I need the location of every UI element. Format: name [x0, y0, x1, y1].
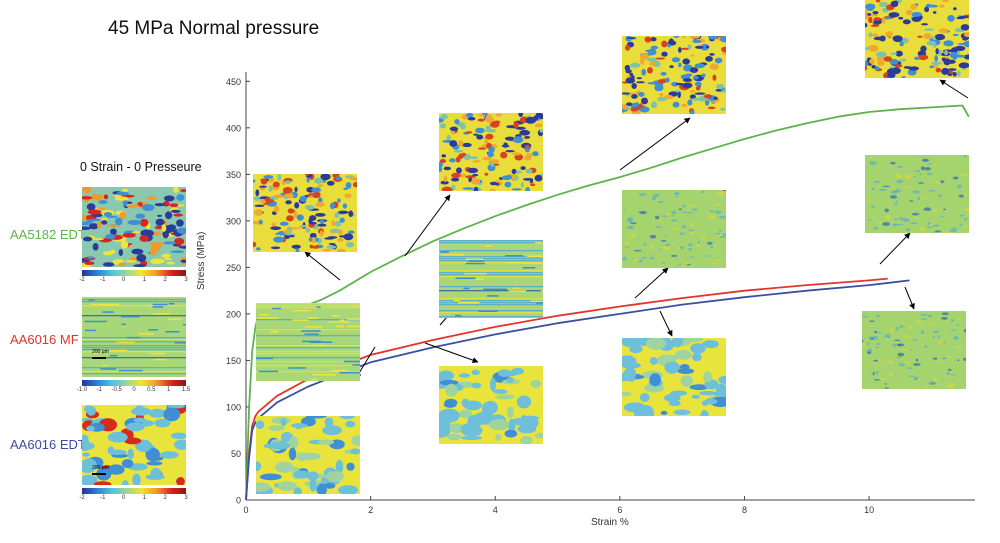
- x-tick-label: 4: [493, 505, 498, 515]
- arrow: [904, 286, 915, 310]
- x-axis-title: Strain %: [591, 517, 629, 528]
- reference-map-aa5182-edt: [82, 187, 186, 267]
- y-tick-label: 0: [236, 496, 241, 506]
- reference-map-aa6016-mf: 200 µm: [82, 297, 186, 377]
- colorbar-tick-label: 1: [142, 495, 147, 501]
- strain-map-inset: [256, 303, 360, 381]
- arrow: [424, 342, 479, 364]
- x-tick-label: 6: [617, 505, 622, 515]
- arrow: [879, 232, 911, 265]
- strain-map-inset: [622, 190, 726, 268]
- y-tick-label: 450: [226, 77, 241, 87]
- colorbar-tick-label: 2: [163, 495, 167, 501]
- y-tick-label: 50: [231, 449, 241, 459]
- arrow: [404, 194, 451, 257]
- colorbar-tick-label: -2: [79, 277, 85, 283]
- strain-map-inset: [862, 311, 966, 389]
- strain-map-inset: [622, 338, 726, 416]
- colorbar-tick-label: 3: [184, 495, 188, 501]
- colorbar-tick-label: 1.5: [181, 387, 191, 393]
- reference-map-aa6016-edt: 200 µm: [82, 405, 186, 485]
- colorbar: [82, 488, 186, 494]
- colorbar-tick-label: -1: [100, 495, 106, 501]
- colorbar-tick-label: -1: [100, 277, 106, 283]
- x-tick-label: 2: [368, 505, 373, 515]
- y-tick-label: 150: [226, 356, 241, 366]
- strain-map-inset: [253, 174, 357, 252]
- y-axis-title: Stress (MPa): [196, 231, 207, 290]
- colorbar-tick-label: -1: [96, 387, 102, 393]
- colorbar-tick-label: 0: [121, 277, 126, 283]
- colorbar-tick-label: 3: [184, 277, 188, 283]
- series-line-aa6016-edt: [245, 279, 910, 501]
- reference-title: 0 Strain - 0 Presseure: [80, 160, 202, 174]
- colorbar-tick-label: 1: [166, 387, 171, 393]
- y-tick-label: 350: [226, 170, 241, 180]
- arrow: [939, 79, 969, 99]
- figure-title: 45 MPa Normal pressure: [108, 18, 320, 39]
- material-label-aa5182-edt: AA5182 EDT: [10, 227, 86, 242]
- y-tick-label: 250: [226, 263, 241, 273]
- colorbar-ticks: -2 -1 0 1 2 3: [79, 277, 188, 287]
- colorbar-tick-label: 0.5: [147, 387, 156, 393]
- colorbar-ticks: -2 -1 0 1 2 3: [79, 495, 188, 505]
- scale-bar-label: 200 µm: [92, 465, 109, 471]
- strain-map-inset: [439, 366, 543, 444]
- series-line-aa6016-mf: [245, 277, 888, 501]
- strain-map-inset: [439, 113, 543, 191]
- scale-bar: [92, 473, 106, 475]
- scale-bar: [92, 357, 106, 359]
- arrow: [619, 117, 691, 171]
- arrow: [304, 251, 341, 281]
- colorbar-tick-label: 0: [121, 495, 126, 501]
- x-tick-label: 0: [243, 505, 248, 515]
- arrow: [659, 310, 673, 337]
- strain-map-inset: [256, 416, 360, 494]
- colorbar: [82, 270, 186, 276]
- colorbar-ticks: -1.0 -1 -0.5 0 0.5 1 1.5: [77, 387, 190, 397]
- strain-map-inset: [865, 0, 969, 78]
- colorbar-tick-label: 0: [132, 387, 136, 393]
- strain-map-inset: [865, 155, 969, 233]
- strain-map-inset: [622, 36, 726, 114]
- colorbar-tick-label: -2: [79, 495, 85, 501]
- y-tick-label: 400: [226, 123, 241, 133]
- material-label-aa6016-edt: AA6016 EDT: [10, 437, 86, 452]
- arrow: [634, 267, 669, 299]
- scale-bar-label: 200 µm: [92, 349, 109, 355]
- y-tick-label: 200: [226, 309, 241, 319]
- colorbar-tick-label: 1: [142, 277, 147, 283]
- y-tick-label: 100: [226, 402, 241, 412]
- material-label-aa6016-mf: AA6016 MF: [10, 332, 79, 347]
- colorbar-tick-label: 2: [163, 277, 167, 283]
- x-tick-label: 8: [742, 505, 747, 515]
- colorbar: [82, 380, 186, 386]
- y-tick-label: 300: [226, 216, 241, 226]
- colorbar-tick-label: -0.5: [111, 387, 122, 393]
- strain-map-inset: [439, 240, 543, 318]
- colorbar-tick-label: -1.0: [76, 387, 88, 393]
- x-tick-label: 10: [864, 505, 874, 515]
